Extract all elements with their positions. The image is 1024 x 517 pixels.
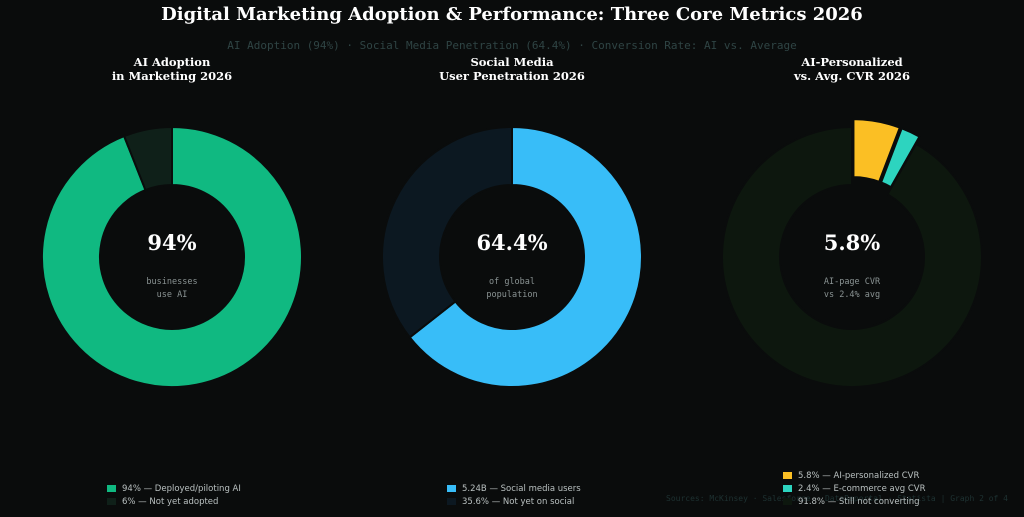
donut-slice-2-2 <box>721 125 983 388</box>
legend-swatch <box>783 472 792 479</box>
legend-cvr: 5.8% — AI-personalized CVR 2.4% — E-comm… <box>783 469 926 508</box>
donut-slice-0-1 <box>122 125 173 192</box>
legend-swatch <box>107 498 116 505</box>
donut-slice-1-1 <box>381 125 513 339</box>
panel-title-ai-adoption: AI Adoption in Marketing 2026 <box>52 55 292 83</box>
center-value-social: 64.4% <box>476 230 548 255</box>
source-note: Sources: McKinsey · Salesforce · DataRep… <box>666 494 1008 503</box>
donut-slice-2-0 <box>852 118 902 184</box>
legend-item: 94% — Deployed/piloting AI <box>107 482 241 495</box>
center-value-cvr: 5.8% <box>823 230 881 255</box>
donut-slice-1-0 <box>408 125 643 388</box>
legend-swatch <box>447 485 456 492</box>
legend-swatch <box>783 485 792 492</box>
legend-item: 35.6% — Not yet on social <box>447 495 581 508</box>
panel-title-line: AI Adoption <box>133 55 211 69</box>
legend-label: 5.24B — Social media users <box>462 483 581 494</box>
center-note-social: of global population <box>432 276 592 302</box>
legend-label: 35.6% — Not yet on social <box>462 496 575 507</box>
panel-title-line: Social Media <box>470 55 554 69</box>
donut-ai-adoption <box>41 125 303 388</box>
panel-title-line: User Penetration 2026 <box>439 69 585 83</box>
legend-label: 2.4% — E-commerce avg CVR <box>798 483 926 494</box>
center-note-ai: businesses use AI <box>92 276 252 302</box>
chart-subtitle: AI Adoption (94%) · Social Media Penetra… <box>227 39 797 52</box>
donut-cvr <box>721 118 983 388</box>
center-note-line: AI-page CVR <box>823 277 881 287</box>
legend-item: 5.8% — AI-personalized CVR <box>783 469 926 482</box>
legend-ai-adoption: 94% — Deployed/piloting AI 6% — Not yet … <box>107 482 241 508</box>
legend-item: 91.8% — Still not converting <box>783 495 926 508</box>
panel-title-line: vs. Avg. CVR 2026 <box>794 69 910 83</box>
legend-swatch <box>107 485 116 492</box>
legend-label: 94% — Deployed/piloting AI <box>122 483 241 494</box>
panel-title-line: in Marketing 2026 <box>111 69 233 83</box>
center-note-cvr: AI-page CVR vs 2.4% avg <box>772 276 932 302</box>
panel-title-line: AI-Personalized <box>801 55 903 69</box>
legend-label: 6% — Not yet adopted <box>122 496 219 507</box>
donut-social-media <box>381 125 643 388</box>
legend-social-media: 5.24B — Social media users 35.6% — Not y… <box>447 482 581 508</box>
legend-item: 5.24B — Social media users <box>447 482 581 495</box>
legend-item: 2.4% — E-commerce avg CVR <box>783 482 926 495</box>
panel-title-cvr: AI-Personalized vs. Avg. CVR 2026 <box>732 55 972 83</box>
panel-title-social-media: Social Media User Penetration 2026 <box>392 55 632 83</box>
chart-title: Digital Marketing Adoption & Performance… <box>161 4 863 25</box>
center-value-ai: 94% <box>147 230 197 255</box>
center-note-line: use AI <box>156 290 188 300</box>
center-note-line: vs 2.4% avg <box>823 290 881 300</box>
legend-swatch <box>783 498 792 505</box>
legend-label: 91.8% — Still not converting <box>798 496 920 507</box>
center-note-line: businesses <box>146 277 198 287</box>
legend-swatch <box>447 498 456 505</box>
legend-label: 5.8% — AI-personalized CVR <box>798 470 920 481</box>
center-note-line: of global <box>488 277 536 287</box>
center-note-line: population <box>486 290 538 300</box>
legend-item: 6% — Not yet adopted <box>107 495 241 508</box>
donut-slice-0-0 <box>41 125 303 388</box>
